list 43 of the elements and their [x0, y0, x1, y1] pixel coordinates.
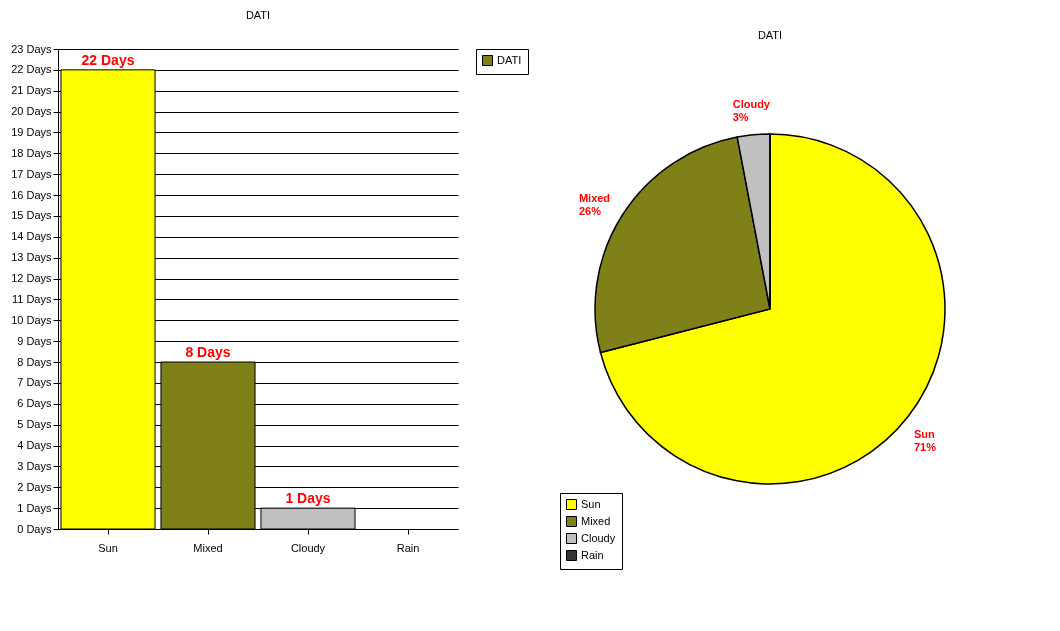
slice-label: Sun — [913, 427, 936, 440]
y-tick-label: 17 Days — [11, 167, 52, 180]
y-tick-label: 13 Days — [11, 251, 52, 264]
y-tick-label: 9 Days — [17, 334, 52, 347]
y-tick-label: 6 Days — [17, 397, 52, 410]
chart-title: DATI — [757, 29, 783, 41]
data-label: 1 Days — [285, 490, 331, 507]
y-tick-label: 2 Days — [17, 480, 52, 493]
slice-label: Cloudy — [732, 97, 771, 110]
data-label: 71% — [913, 440, 937, 453]
y-tick-label: 5 Days — [17, 418, 52, 431]
x-tick-label: Rain — [396, 541, 420, 554]
y-tick-label: 18 Days — [11, 146, 52, 159]
x-tick-label: Mixed — [193, 541, 223, 554]
y-tick-label: 22 Days — [11, 63, 52, 76]
y-tick-label: 21 Days — [11, 84, 52, 97]
data-label: 26% — [578, 205, 602, 218]
y-tick-label: 8 Days — [17, 355, 52, 368]
legend-label: DATI — [497, 53, 522, 66]
y-tick-label: 14 Days — [11, 230, 52, 243]
y-tick-label: 23 Days — [11, 42, 52, 55]
y-tick-label: 0 Days — [17, 522, 52, 535]
data-label: 22 Days — [81, 51, 135, 68]
y-tick-label: 19 Days — [11, 125, 52, 138]
y-tick-label: 12 Days — [11, 272, 52, 285]
y-tick-label: 15 Days — [11, 209, 52, 222]
x-tick-label: Cloudy — [290, 541, 326, 554]
legend-label: Cloudy — [581, 531, 616, 544]
legend-label: Sun — [581, 497, 601, 510]
y-tick-label: 20 Days — [11, 105, 52, 118]
legend-label: Mixed — [581, 514, 611, 527]
slice-label: Mixed — [578, 192, 611, 205]
y-tick-label: 10 Days — [11, 313, 52, 326]
data-label: 8 Days — [185, 344, 231, 361]
y-tick-label: 3 Days — [17, 459, 52, 472]
x-tick-label: Sun — [98, 541, 118, 554]
y-tick-label: 4 Days — [17, 439, 52, 452]
y-tick-label: 1 Days — [17, 501, 52, 514]
y-tick-label: 16 Days — [11, 188, 52, 201]
data-label: 3% — [732, 110, 749, 123]
y-tick-label: 11 Days — [11, 292, 52, 305]
y-tick-label: 7 Days — [17, 376, 52, 389]
chart-title: DATI — [245, 9, 271, 21]
